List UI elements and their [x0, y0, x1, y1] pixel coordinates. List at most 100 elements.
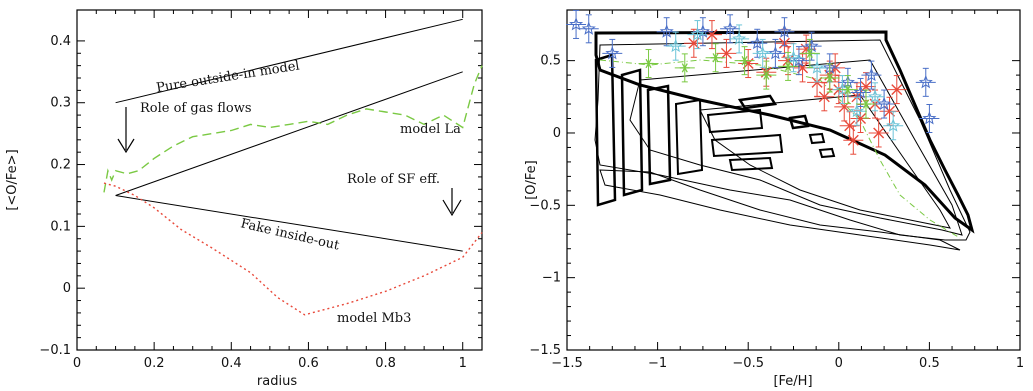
left-x-tick-label: 0.6	[298, 356, 319, 371]
right-x-tick-label: −1.5	[551, 356, 583, 371]
arrow-gas-flows	[117, 107, 135, 154]
right-scatter-point	[868, 118, 889, 148]
right-x-tick-label: −0.5	[732, 356, 764, 371]
contour-band-4	[674, 98, 704, 176]
left-series	[103, 18, 483, 316]
left-panel: 0 0.2 0.4 0.6 0.8 1−0.100.10.20.30.4 Pure out…	[5, 9, 483, 389]
right-scatter-point	[874, 89, 895, 119]
right-scatter-point	[799, 38, 820, 68]
right-x-tick-label: 0	[835, 356, 843, 371]
contour-band-7	[728, 156, 774, 172]
right-y-axis-title: [O/Fe]	[524, 160, 539, 200]
contour-band-5	[706, 108, 764, 134]
left-x-tick-label: 0.4	[221, 356, 242, 371]
right-scatter-point	[602, 38, 623, 68]
contour-band-3	[646, 84, 672, 186]
left-y-tick-label: 0.2	[50, 158, 71, 173]
contour-outer-thick	[594, 30, 975, 234]
left-line-1	[115, 71, 463, 196]
right-ticks	[566, 10, 1021, 351]
right-scatter-point	[729, 24, 750, 54]
left-y-axis-title: [<O/Fe>]	[5, 149, 20, 210]
right-x-axis-title: [Fe/H]	[773, 374, 812, 389]
annotation-model-mb3: model Mb3	[337, 311, 411, 326]
left-line-2	[115, 195, 463, 252]
right-scatter-point	[846, 96, 867, 126]
annotation-model-la: model La	[400, 122, 461, 137]
right-scatter-point	[752, 38, 773, 68]
right-scatter-point	[638, 49, 659, 79]
right-y-tick-label: −1.5	[529, 343, 561, 358]
right-x-tick-label: −1	[648, 356, 667, 371]
right-scatter-point	[566, 9, 587, 39]
annotation-fake-inside-out: Fake inside-out	[239, 216, 341, 253]
right-scatter-point	[855, 89, 876, 119]
left-y-tick-label: −0.1	[39, 343, 71, 358]
left-y-tick-label: 0.4	[50, 34, 71, 49]
right-scatter-point	[814, 82, 835, 112]
contour-mid-thin	[629, 59, 963, 236]
contour-inner-thin	[699, 94, 951, 229]
contour-blob-4	[818, 147, 836, 159]
left-y-tick-label: 0.1	[50, 219, 71, 234]
arrow-sf-eff	[442, 188, 462, 217]
right-scatter-point	[747, 28, 768, 58]
right-scatter-point	[783, 43, 804, 73]
annotation-role-gas-flows: Role of gas flows	[140, 101, 252, 116]
right-scatter-point	[915, 67, 936, 97]
left-x-tick-label: 0.2	[144, 356, 165, 371]
contour-blob-3	[808, 132, 826, 145]
left-series-model-la	[103, 65, 483, 193]
contour-outer-thin	[594, 39, 971, 241]
contour-blob-2	[788, 114, 810, 130]
annotation-role-sf-eff: Role of SF eff.	[347, 172, 440, 187]
left-x-tick-label: 1	[459, 356, 467, 371]
left-series-model-mb3	[103, 182, 483, 316]
annotation-pure-outside-in: Pure outside-in model	[155, 58, 300, 95]
right-scatter-point	[578, 14, 599, 44]
right-scatter-point	[861, 60, 882, 90]
contour-green-dashdot	[599, 59, 961, 239]
left-line-0	[115, 18, 463, 104]
left-x-axis-title: radius	[257, 374, 297, 389]
right-scatter-point	[886, 75, 907, 105]
right-x-tick-label: 0.5	[919, 356, 940, 371]
contour-band-6	[710, 133, 784, 158]
right-scatter-point	[837, 75, 858, 105]
left-x-tick-label: 0.8	[375, 356, 396, 371]
right-scatter-point	[774, 17, 795, 47]
contour-thin-lower	[599, 169, 961, 251]
left-y-tick-label: 0.3	[50, 96, 71, 111]
left-tick-labels: 0 0.2 0.4 0.6 0.8 1−0.100.10.20.30.4	[39, 34, 466, 371]
density-contours	[594, 30, 975, 251]
right-scatter-point	[665, 31, 686, 61]
right-tick-labels: −1.5 −1 −0.5 0 0.5 1 −1.5 −1 −0.5 0 0.5	[529, 54, 1024, 371]
right-scatter-point	[716, 38, 737, 68]
right-scatter-point	[756, 60, 777, 90]
right-scatter-point	[734, 46, 755, 76]
right-series	[566, 9, 940, 155]
right-scatter-point	[919, 104, 940, 134]
contour-blob-1	[737, 94, 778, 110]
right-scatter-point	[687, 20, 708, 50]
right-scatter-point	[674, 53, 695, 83]
left-x-tick-label: 0	[73, 356, 81, 371]
left-ticks	[76, 10, 482, 351]
right-scatter-point	[819, 63, 840, 93]
right-scatter-point	[865, 82, 886, 112]
left-y-tick-label: 0	[63, 281, 71, 296]
right-scatter-point	[705, 43, 726, 73]
contour-band-1	[594, 53, 617, 207]
right-x-tick-label: 1	[1016, 356, 1024, 371]
right-y-tick-label: 0.5	[540, 54, 561, 69]
right-panel: −1.5 −1 −0.5 0 0.5 1 −1.5 −1 −0.5 0 0.5 [Fe/H] [O/…	[524, 9, 1024, 389]
right-scatter-point	[720, 14, 741, 44]
right-y-tick-label: −0.5	[529, 198, 561, 213]
right-y-tick-label: −1	[542, 271, 561, 286]
right-scatter-point	[883, 111, 904, 141]
contour-band-2	[620, 68, 644, 197]
right-scatter-point	[778, 51, 799, 81]
right-scatter-point	[843, 125, 864, 155]
left-plot-frame	[76, 9, 483, 351]
